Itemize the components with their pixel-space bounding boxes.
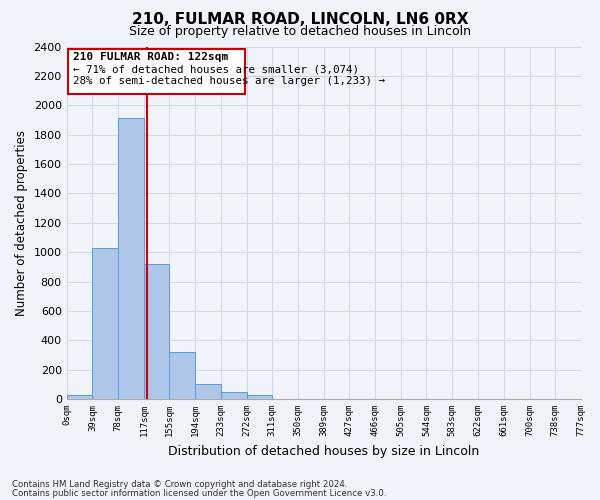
Text: ← 71% of detached houses are smaller (3,074): ← 71% of detached houses are smaller (3,… xyxy=(73,64,359,74)
Text: Contains HM Land Registry data © Crown copyright and database right 2024.: Contains HM Land Registry data © Crown c… xyxy=(12,480,347,489)
X-axis label: Distribution of detached houses by size in Lincoln: Distribution of detached houses by size … xyxy=(168,444,479,458)
Bar xyxy=(169,352,195,399)
Text: Contains public sector information licensed under the Open Government Licence v3: Contains public sector information licen… xyxy=(12,488,386,498)
Text: 210, FULMAR ROAD, LINCOLN, LN6 0RX: 210, FULMAR ROAD, LINCOLN, LN6 0RX xyxy=(132,12,468,28)
Bar xyxy=(144,264,169,399)
Bar xyxy=(67,396,92,399)
Text: 210 FULMAR ROAD: 122sqm: 210 FULMAR ROAD: 122sqm xyxy=(73,52,229,62)
Bar xyxy=(118,118,144,399)
FancyBboxPatch shape xyxy=(68,50,245,94)
Bar xyxy=(195,384,221,399)
Text: 28% of semi-detached houses are larger (1,233) →: 28% of semi-detached houses are larger (… xyxy=(73,76,385,86)
Bar xyxy=(92,248,118,399)
Y-axis label: Number of detached properties: Number of detached properties xyxy=(15,130,28,316)
Bar xyxy=(221,392,247,399)
Bar xyxy=(247,394,272,399)
Text: Size of property relative to detached houses in Lincoln: Size of property relative to detached ho… xyxy=(129,25,471,38)
